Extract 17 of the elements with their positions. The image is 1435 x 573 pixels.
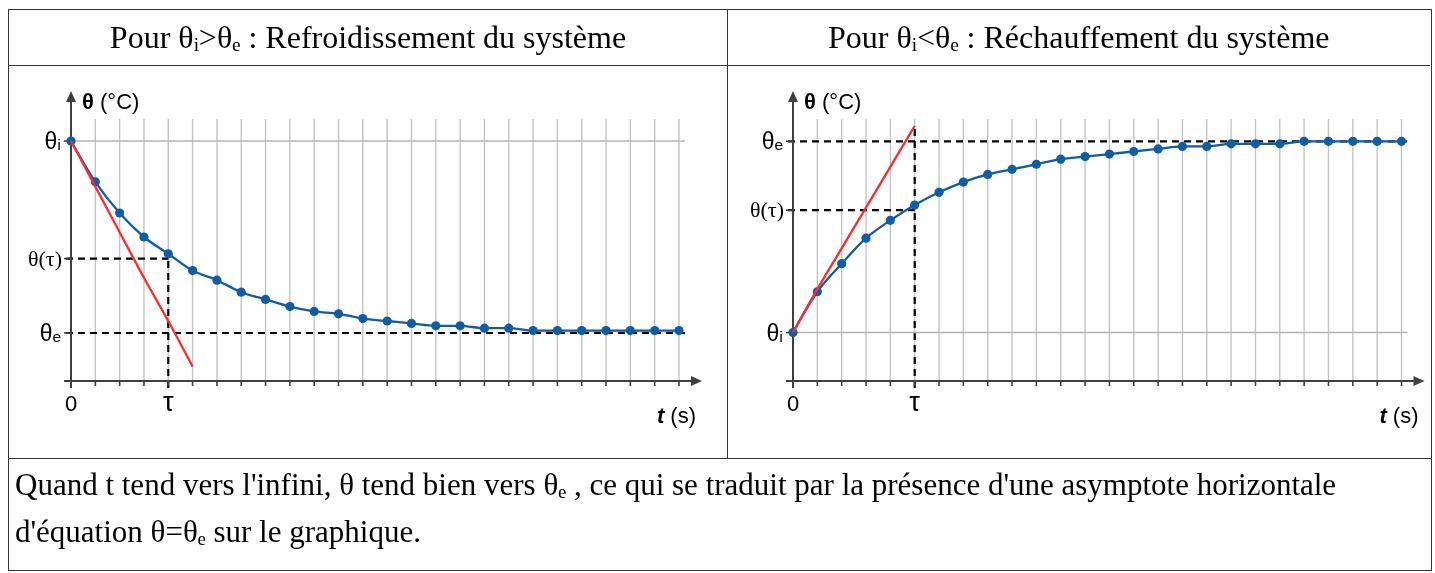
text: Quand t tend vers l'infini, θ tend bien vers θₑ , ce qui se traduit par la présence d'une asymptote horizontale d'équation θ=θₑ sur le graphique. — [15, 466, 1338, 551]
ref-line-label: θₑ — [39, 320, 61, 346]
y-axis-title: θ (°C) — [82, 89, 140, 114]
ref-line-label: θᵢ — [766, 319, 783, 346]
chart-title: Pour θᵢ>θₑ : Refroidissement du système — [109, 19, 627, 56]
x-tick-label: τ — [909, 387, 921, 417]
x-axis-title: t (s) — [1379, 403, 1419, 428]
ref-line-label: θ(τ) — [27, 245, 62, 271]
ref-line-label: θ(τ) — [749, 197, 784, 223]
ref-line-label: θᵢ — [44, 128, 61, 154]
x-tick-label: 0 — [786, 391, 800, 416]
y-axis-title: θ (°C) — [804, 89, 862, 114]
chart-title: Pour θᵢ<θₑ : Réchauffement du système — [828, 19, 1330, 56]
x-tick-label: τ — [162, 387, 174, 417]
x-axis-title: t (s) — [656, 403, 696, 428]
ref-line-label: θₑ — [761, 128, 783, 155]
x-tick-label: 0 — [64, 391, 78, 416]
